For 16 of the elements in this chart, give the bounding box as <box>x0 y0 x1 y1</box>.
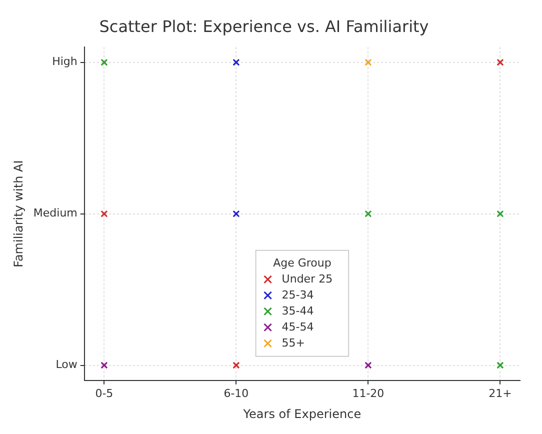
chart-title: Scatter Plot: Experience vs. AI Familiarity <box>99 16 429 36</box>
category-label: High <box>52 55 78 68</box>
legend-label: 55+ <box>282 336 306 350</box>
x-tick-label: 0-5 <box>95 386 114 400</box>
legend-label: 25-34 <box>282 288 314 302</box>
legend-label: 45-54 <box>282 320 314 334</box>
x-axis-title: Years of Experience <box>242 406 362 421</box>
y-axis-title: Familiarity with AI <box>11 160 26 268</box>
category-label: Medium <box>33 206 78 220</box>
legend-label: Under 25 <box>282 272 333 286</box>
x-tick-label: 21+ <box>488 386 512 400</box>
legend-label: 35-44 <box>282 304 314 318</box>
category-label: Low <box>56 358 78 372</box>
x-tick-label: 11-20 <box>352 386 384 400</box>
x-tick-label: 6-10 <box>224 386 249 400</box>
legend-title: Age Group <box>273 256 332 270</box>
